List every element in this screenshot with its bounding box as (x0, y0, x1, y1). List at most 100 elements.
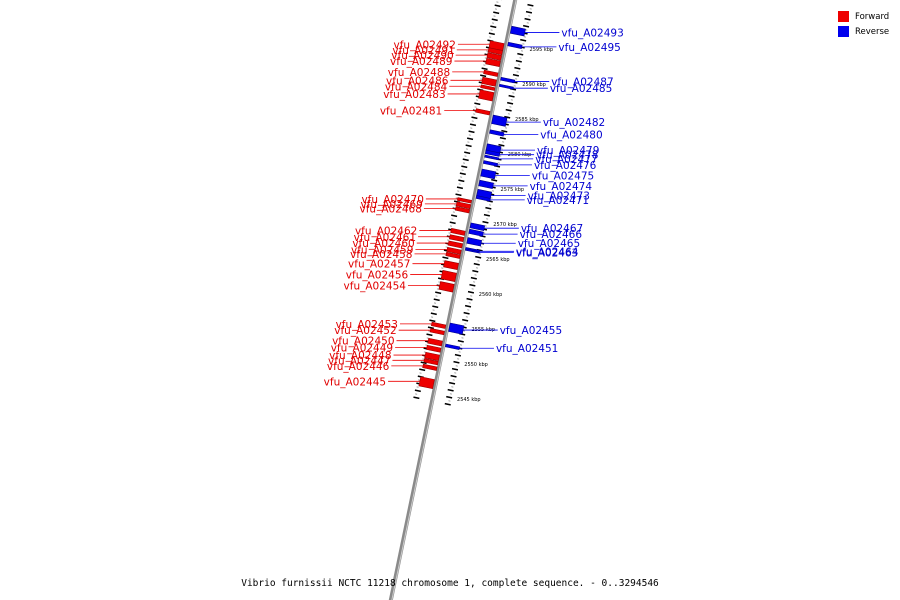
gene-label[interactable]: vfu_A02469 (360, 199, 422, 211)
gene-label[interactable]: vfu_A02468 (360, 203, 422, 215)
gene-label[interactable]: vfu_A02490 (391, 50, 453, 62)
gene-label[interactable]: vfu_A02449 (331, 342, 393, 354)
gene-feature[interactable] (507, 41, 523, 50)
gene-label[interactable]: vfu_A02467 (521, 223, 583, 235)
gene-feature[interactable] (486, 52, 502, 61)
gene-feature[interactable] (450, 227, 466, 236)
gene-feature[interactable] (475, 195, 491, 202)
gene-label[interactable]: vfu_A02460 (352, 238, 414, 250)
gene-label[interactable]: vfu_A02466 (520, 229, 583, 241)
gene-feature[interactable] (480, 84, 496, 91)
gene-feature[interactable] (444, 343, 460, 351)
gene-feature[interactable] (465, 248, 480, 254)
gene-feature[interactable] (438, 281, 455, 293)
gene-label[interactable]: vfu_A02484 (385, 81, 448, 93)
gene-label[interactable]: vfu_A02455 (500, 325, 562, 337)
gene-feature[interactable] (480, 168, 497, 180)
gene-label[interactable]: vfu_A02462 (355, 225, 417, 237)
gene-label[interactable]: vfu_A02446 (327, 361, 390, 373)
gene-label[interactable]: vfu_A02457 (348, 259, 410, 271)
gene-feature[interactable] (469, 222, 486, 232)
gene-label[interactable]: vfu_A02488 (388, 67, 450, 79)
gene-feature[interactable] (483, 69, 499, 77)
gene-label[interactable]: vfu_A02459 (351, 244, 413, 256)
gene-feature[interactable] (478, 179, 494, 190)
gene-feature[interactable] (491, 114, 508, 127)
gene-label[interactable]: vfu_A02470 (361, 194, 423, 206)
scale-tick (466, 137, 474, 141)
kbp-label: 2565 kbp (486, 257, 510, 263)
gene-label[interactable]: vfu_A02450 (332, 336, 394, 348)
gene-label[interactable]: vfu_A02447 (328, 355, 390, 367)
gene-feature[interactable] (443, 260, 459, 271)
gene-feature[interactable] (430, 321, 447, 329)
gene-label[interactable]: vfu_A02480 (540, 129, 602, 141)
gene-label[interactable]: vfu_A02448 (329, 350, 391, 362)
gene-label[interactable]: vfu_A02458 (350, 249, 412, 261)
gene-feature[interactable] (455, 201, 472, 210)
gene-label[interactable]: vfu_A02463 (516, 247, 578, 259)
gene-feature[interactable] (484, 154, 500, 161)
gene-label[interactable]: vfu_A02481 (380, 105, 442, 117)
gene-label[interactable]: vfu_A02445 (324, 376, 386, 388)
gene-label[interactable]: vfu_A02487 (551, 77, 613, 89)
gene-label[interactable]: vfu_A02476 (534, 160, 597, 172)
gene-feature[interactable] (498, 83, 514, 90)
gene-label[interactable]: vfu_A02464 (516, 246, 579, 258)
gene-feature[interactable] (481, 76, 497, 87)
gene-feature[interactable] (424, 351, 440, 362)
gene-label[interactable]: vfu_A02452 (334, 325, 396, 337)
gene-label[interactable]: vfu_A02495 (558, 42, 620, 54)
gene-feature[interactable] (468, 228, 484, 237)
gene-label[interactable]: vfu_A02473 (528, 191, 590, 203)
scale-tick (462, 318, 469, 322)
gene-label[interactable]: vfu_A02489 (390, 56, 452, 68)
gene-feature[interactable] (509, 25, 526, 37)
gene-feature[interactable] (422, 363, 438, 371)
gene-feature[interactable] (489, 129, 505, 137)
gene-feature[interactable] (466, 237, 483, 247)
gene-label[interactable]: vfu_A02451 (496, 343, 558, 355)
gene-feature[interactable] (440, 269, 457, 282)
gene-feature[interactable] (454, 206, 471, 214)
gene-label[interactable]: vfu_A02491 (392, 45, 454, 57)
gene-feature[interactable] (423, 358, 439, 366)
gene-feature[interactable] (485, 149, 501, 157)
gene-label[interactable]: vfu_A02474 (530, 181, 593, 193)
gene-label[interactable]: vfu_A02478 (536, 150, 598, 162)
gene-feature[interactable] (446, 246, 462, 255)
gene-feature[interactable] (478, 89, 495, 102)
gene-label[interactable]: vfu_A02485 (550, 83, 612, 95)
scale-tick (491, 178, 498, 182)
gene-feature[interactable] (500, 76, 516, 84)
gene-label[interactable]: vfu_A02465 (518, 238, 580, 250)
gene-label[interactable]: vfu_A02453 (336, 319, 398, 331)
gene-feature[interactable] (447, 240, 463, 249)
gene-label[interactable]: vfu_A02461 (354, 232, 416, 244)
gene-feature[interactable] (418, 376, 435, 390)
gene-feature[interactable] (475, 108, 491, 116)
gene-label[interactable]: vfu_A02475 (532, 170, 594, 182)
gene-label[interactable]: vfu_A02482 (543, 117, 605, 129)
gene-feature[interactable] (485, 57, 501, 68)
gene-feature[interactable] (456, 197, 472, 204)
gene-feature[interactable] (482, 160, 498, 167)
gene-feature[interactable] (448, 234, 465, 243)
gene-feature[interactable] (429, 328, 445, 336)
scale-tick (456, 186, 464, 190)
legend-forward: Forward (838, 9, 889, 24)
gene-label[interactable]: vfu_A02479 (537, 145, 599, 157)
gene-label[interactable]: vfu_A02486 (386, 75, 449, 87)
gene-label[interactable]: vfu_A02477 (535, 154, 597, 166)
gene-label[interactable]: vfu_A02471 (527, 195, 589, 207)
gene-feature[interactable] (487, 47, 503, 56)
gene-feature[interactable] (426, 344, 442, 353)
gene-feature[interactable] (427, 337, 443, 347)
gene-label[interactable]: vfu_A02492 (394, 39, 456, 51)
gene-label[interactable]: vfu_A02493 (561, 28, 623, 40)
gene-label[interactable]: vfu_A02454 (344, 280, 407, 292)
gene-feature[interactable] (448, 322, 465, 335)
gene-label[interactable]: vfu_A02483 (383, 89, 445, 101)
gene-feature[interactable] (445, 251, 461, 259)
gene-label[interactable]: vfu_A02456 (346, 270, 409, 282)
